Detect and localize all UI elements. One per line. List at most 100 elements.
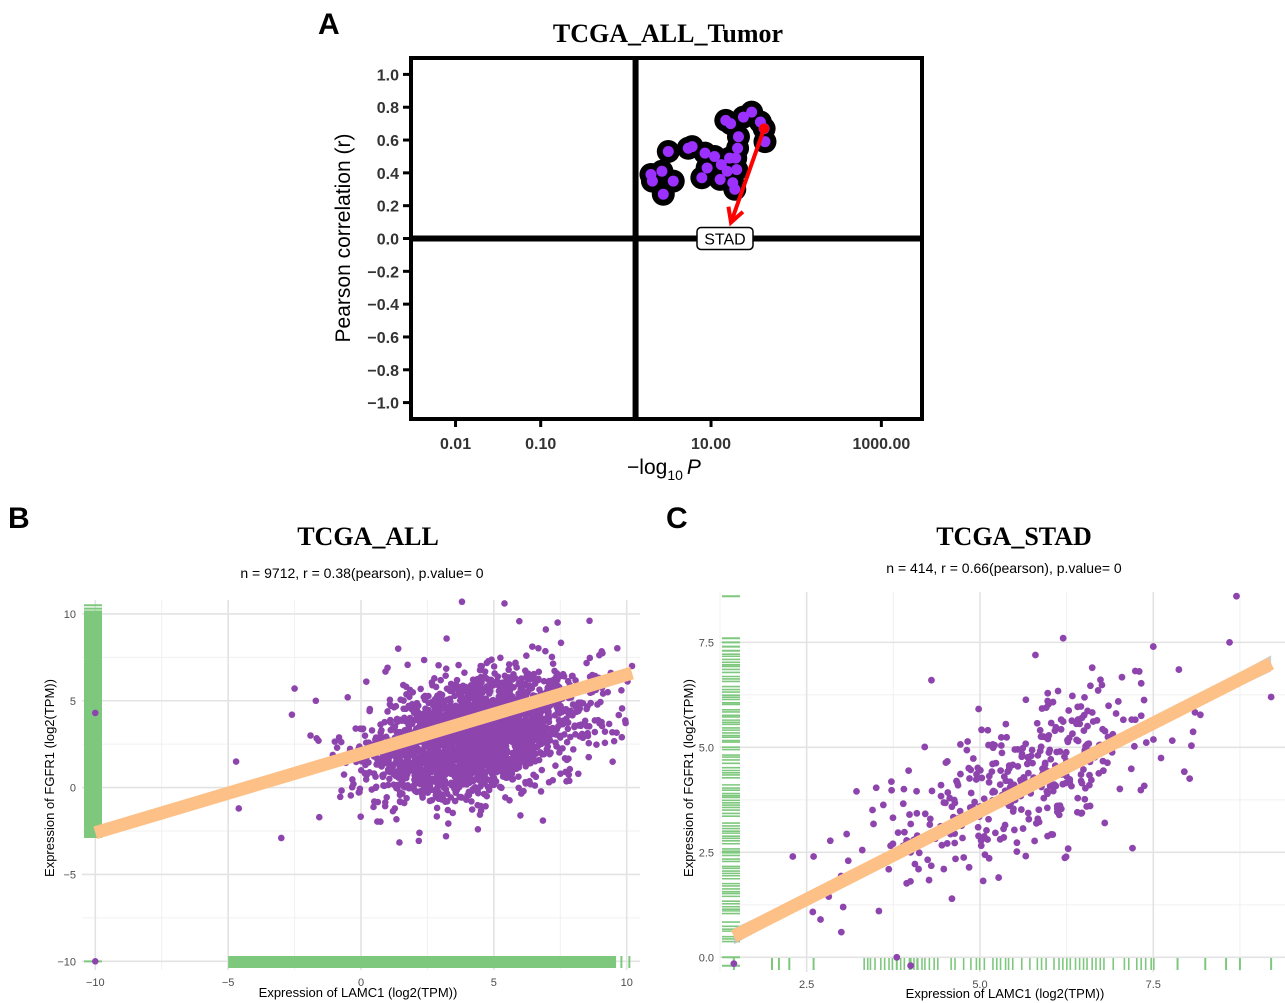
- c-point: [1114, 698, 1122, 705]
- c-point: [1157, 754, 1165, 762]
- panel-a-point: [732, 131, 744, 143]
- b-point: [405, 721, 412, 729]
- b-point: [524, 676, 531, 683]
- panel-a-ytick-label: −0.4: [367, 297, 399, 314]
- b-point: [489, 775, 496, 783]
- b-point: [486, 690, 493, 697]
- b-point: [468, 798, 475, 805]
- c-point: [1035, 806, 1043, 814]
- b-point: [446, 703, 453, 710]
- b-point: [585, 753, 593, 761]
- b-point: [549, 660, 557, 667]
- c-point: [943, 840, 951, 847]
- b-point: [458, 710, 466, 718]
- panel-a-point: [746, 106, 758, 118]
- c-point: [985, 815, 992, 823]
- c-point: [1024, 753, 1032, 761]
- c-point: [975, 705, 983, 713]
- c-point: [927, 862, 935, 870]
- panel-a-point: [715, 159, 727, 171]
- c-point: [1119, 716, 1127, 724]
- c-point: [1037, 743, 1045, 751]
- b-point: [436, 742, 443, 749]
- c-point: [1014, 763, 1022, 770]
- b-point: [583, 659, 590, 667]
- panel-label-a: A: [318, 8, 340, 41]
- b-point: [495, 729, 502, 737]
- c-point: [1053, 808, 1061, 816]
- b-point: [362, 739, 370, 746]
- panel-a-volcano-plot: TCGA_ALL_Tumor 1.0 0.8 0.6 0.4 0.2 0.0 −0.2 −0.…: [332, 19, 924, 483]
- c-point: [911, 860, 919, 868]
- b-point: [315, 813, 323, 821]
- b-point: [542, 647, 549, 655]
- b-point: [493, 738, 501, 746]
- c-point: [1073, 720, 1080, 728]
- c-point: [1140, 782, 1148, 790]
- b-point: [374, 756, 381, 764]
- b-point: [393, 784, 400, 792]
- c-outlier-point: [1129, 844, 1136, 852]
- c-point: [1137, 712, 1145, 720]
- b-point: [535, 644, 542, 652]
- b-point: [377, 818, 384, 826]
- c-point: [1083, 740, 1091, 748]
- c-point: [1188, 742, 1195, 750]
- b-point: [436, 699, 443, 706]
- panel-b-scatter-plot: TCGA_ALL n = 9712, r = 0.38(pearson), p.…: [42, 522, 640, 1000]
- b-point: [581, 717, 589, 725]
- c-point: [1068, 782, 1075, 790]
- b-point: [438, 753, 445, 761]
- b-point: [397, 696, 404, 703]
- panel-a-point: [696, 172, 708, 184]
- b-point: [475, 729, 482, 737]
- b-point: [383, 794, 391, 801]
- b-point: [518, 730, 526, 738]
- b-point: [443, 712, 450, 720]
- panel-b-xlabel: Expression of LAMC1 (log2(TPM)): [259, 985, 458, 1000]
- b-xtick-label: 5: [491, 977, 497, 989]
- c-point: [1168, 737, 1176, 745]
- c-point: [948, 895, 956, 903]
- panel-a-point: [667, 175, 679, 187]
- c-point: [1130, 742, 1138, 750]
- b-point: [525, 687, 532, 694]
- b-point: [506, 690, 514, 698]
- b-point: [491, 762, 499, 770]
- c-point: [951, 839, 959, 847]
- b-point: [565, 755, 572, 762]
- b-outlier-point: [352, 725, 359, 732]
- c-point: [989, 740, 997, 748]
- c-outlier-point: [1267, 693, 1275, 701]
- c-point: [991, 829, 999, 837]
- b-point: [547, 731, 554, 738]
- b-point: [553, 673, 560, 680]
- b-outlier-point: [277, 834, 285, 842]
- b-point: [505, 666, 512, 674]
- c-point: [1080, 711, 1088, 719]
- panel-a-xtick-label: 0.01: [440, 436, 471, 453]
- c-point: [1088, 664, 1096, 672]
- panel-a-xlabel-sub: 10: [667, 467, 683, 483]
- c-point: [1081, 693, 1088, 701]
- b-point: [497, 654, 504, 662]
- b-point: [523, 652, 530, 659]
- panel-a-xtick-label: 10.00: [691, 436, 731, 453]
- b-point: [548, 653, 556, 661]
- c-point: [869, 806, 876, 814]
- b-point: [575, 770, 582, 778]
- c-point: [1131, 667, 1139, 675]
- c-point: [1052, 723, 1060, 731]
- c-point: [1077, 703, 1085, 710]
- panel-a-point: [646, 175, 658, 187]
- c-point: [1036, 726, 1044, 734]
- b-point: [583, 705, 590, 713]
- b-point: [495, 693, 503, 700]
- c-point: [1131, 716, 1139, 724]
- b-point: [445, 820, 452, 827]
- c-point: [1098, 681, 1106, 689]
- b-point: [413, 699, 421, 707]
- c-point: [915, 849, 923, 857]
- b-point: [522, 780, 530, 787]
- b-point: [621, 717, 629, 724]
